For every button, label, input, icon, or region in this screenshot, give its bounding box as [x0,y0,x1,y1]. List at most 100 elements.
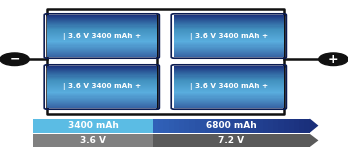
Bar [47,89,157,90]
Text: 6800 mAh: 6800 mAh [206,121,257,130]
Bar [174,74,284,75]
Bar [174,23,284,24]
Bar [47,74,157,75]
Bar [174,31,284,33]
Bar [247,118,253,133]
Bar [179,118,185,133]
Bar [205,118,211,133]
Bar [268,118,274,133]
Bar [174,102,284,104]
Bar [47,16,157,17]
Bar [47,85,157,87]
Bar [47,76,157,78]
Bar [168,118,174,133]
Bar [174,81,284,83]
Bar [278,118,284,133]
Bar [47,94,157,95]
Text: 3400 mAh: 3400 mAh [68,121,118,130]
Text: | 3.6 V 3400 mAh +: | 3.6 V 3400 mAh + [63,84,141,90]
Bar [174,18,284,19]
Bar [174,84,284,86]
Bar [47,71,157,72]
Bar [174,76,284,78]
Bar [174,25,284,27]
Bar [273,118,279,133]
Bar [174,48,284,50]
Bar [47,46,157,48]
Bar [47,70,157,71]
Bar [47,24,157,26]
Bar [47,51,157,53]
Bar [174,98,284,100]
Bar [237,118,242,133]
Bar [174,46,284,48]
Bar [47,68,157,69]
Bar [47,26,157,28]
Bar [174,16,284,17]
Bar [174,50,284,52]
Bar [47,25,157,27]
Bar [47,56,157,57]
Bar [47,29,157,31]
Bar [47,93,157,94]
Bar [33,118,153,133]
Circle shape [319,53,348,66]
Polygon shape [310,118,318,133]
Text: 7.2 V: 7.2 V [218,136,244,145]
Bar [47,98,157,100]
Bar [174,66,284,67]
Bar [174,87,284,88]
Bar [47,84,157,86]
Bar [299,118,305,133]
Bar [174,49,284,51]
Bar [174,20,284,21]
Bar [47,39,157,40]
Bar [47,72,157,73]
Bar [174,54,284,56]
Bar [47,87,157,88]
Bar [174,41,284,42]
Bar [47,75,157,76]
Bar [174,30,284,32]
Bar [47,78,157,80]
Bar [174,71,284,72]
Bar [174,45,284,46]
Bar [174,22,284,23]
Bar [174,40,284,41]
Bar [47,15,157,16]
Bar [47,37,157,38]
Bar [174,36,284,37]
Bar [174,92,284,93]
Text: | 3.6 V 3400 mAh +: | 3.6 V 3400 mAh + [190,33,268,39]
Bar [47,105,157,107]
Bar [174,28,284,30]
Bar [47,28,157,30]
Bar [47,50,157,52]
Bar [174,27,284,29]
Bar [47,73,157,74]
Bar [211,118,216,133]
Bar [47,79,157,81]
Text: | 3.6 V 3400 mAh +: | 3.6 V 3400 mAh + [63,33,141,39]
Bar [304,118,310,133]
Bar [47,27,157,29]
Bar [174,104,284,106]
Bar [294,118,300,133]
Bar [47,38,157,39]
Bar [47,45,157,46]
Bar [47,22,157,23]
Bar [47,44,157,45]
Bar [174,53,284,55]
Bar [174,38,284,39]
Bar [226,118,232,133]
Bar [47,100,157,102]
Bar [47,33,157,35]
Bar [174,93,284,94]
Bar [47,34,157,36]
Bar [258,118,263,133]
Bar [174,44,284,45]
Bar [47,53,157,55]
Bar [195,118,200,133]
Bar [174,56,284,57]
Bar [47,67,157,68]
